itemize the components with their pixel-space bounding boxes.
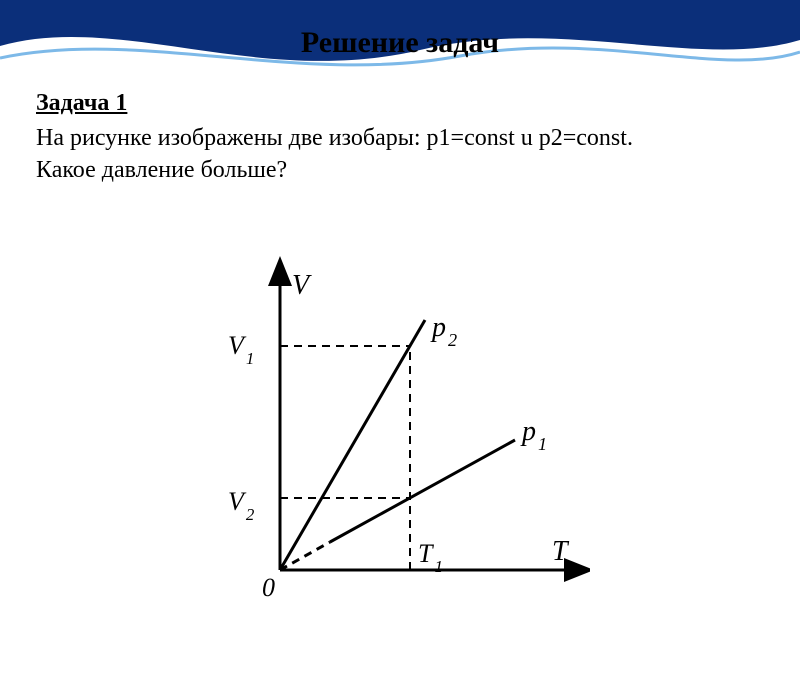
isobar-label-p1: p1 xyxy=(520,416,547,454)
tick-V2: V2 xyxy=(228,487,255,524)
x-axis-label: T xyxy=(552,536,570,567)
problem-label: Задача 1 xyxy=(36,90,127,117)
tick-V1: V1 xyxy=(228,331,254,368)
isobar-p1 xyxy=(330,440,515,542)
page-title: Решение задач xyxy=(0,26,800,60)
isobar-p2 xyxy=(280,320,425,570)
isobar-chart: p2p1 0 T V T1 V1 V2 xyxy=(210,250,590,630)
origin-label: 0 xyxy=(262,573,275,602)
problem-body: На рисунке изображены две изобары: p1=co… xyxy=(36,122,656,187)
y-axis-label: V xyxy=(292,270,312,301)
isobar-label-p2: p2 xyxy=(430,312,457,350)
